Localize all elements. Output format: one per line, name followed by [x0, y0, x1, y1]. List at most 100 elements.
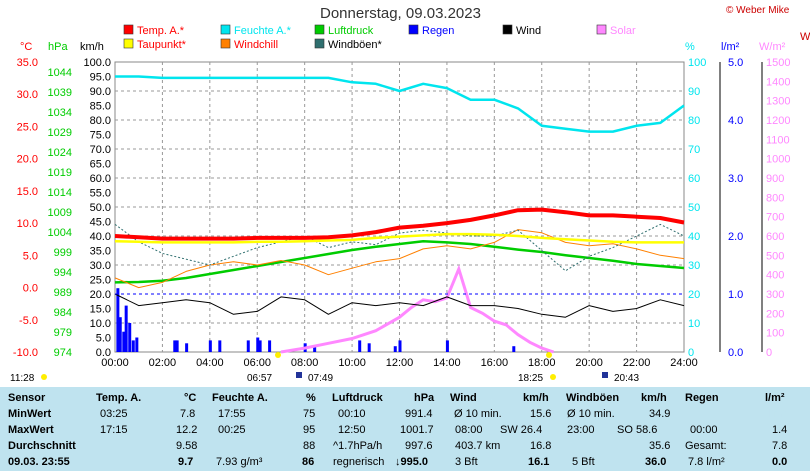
x-tick-label: 08:00	[291, 357, 319, 369]
solar-axis-tick: 900	[766, 173, 784, 185]
page-title: Donnerstag, 09.03.2023	[320, 5, 481, 22]
hdr-wind-unit: km/h	[523, 392, 549, 404]
x-tick-label: 16:00	[481, 357, 509, 369]
wind-axis-tick: 60.0	[90, 173, 111, 185]
solar-axis-tick: 300	[766, 289, 784, 301]
pressure-axis-tick: 979	[54, 327, 72, 339]
stat-cell: l/m²	[768, 408, 787, 420]
stat-cell: 7.8 l/m²	[688, 456, 725, 468]
sun-icon	[275, 352, 281, 358]
x-tick-label: 18:00	[528, 357, 556, 369]
rain-bar	[445, 340, 449, 352]
hdr-humidity: Feuchte A.	[212, 392, 268, 404]
rain-bar	[173, 340, 177, 352]
rain-bar	[258, 340, 262, 352]
x-tick-label: 24:00	[670, 357, 698, 369]
series-line-taupunkt	[114, 232, 684, 244]
stat-cell: 1001.7	[400, 424, 434, 436]
stat-cell: 03:25	[100, 408, 128, 420]
hdr-rain-unit: l/m²	[765, 392, 785, 404]
solar-axis-tick: 1400	[766, 76, 790, 88]
wind-axis-tick: 35.0	[90, 246, 111, 258]
humidity-axis-tick: 50	[688, 202, 700, 214]
statistics-table: Sensor Temp. A. °C Feuchte A. % Luftdruc…	[0, 387, 810, 471]
solar-axis-tick: 0	[766, 347, 772, 359]
solar-axis-tick: 400	[766, 270, 784, 282]
rain-axis-tick: 0.0	[728, 347, 743, 359]
temp-axis-tick: 15.0	[17, 186, 38, 198]
humidity-axis-unit: %	[685, 41, 695, 53]
stat-cell: 991.4	[405, 408, 433, 420]
row-min-label: MinWert	[8, 408, 52, 420]
hdr-pressure: Luftdruck	[332, 392, 383, 404]
pressure-axis-tick: 1039	[48, 87, 72, 99]
wind-axis-tick: 5.0	[96, 333, 111, 345]
legend-swatch	[596, 24, 607, 35]
series-line-temp-a	[114, 207, 685, 241]
temp-axis-tick: 20.0	[17, 154, 38, 166]
rain-bar	[118, 317, 122, 352]
hdr-gust-unit: km/h	[641, 392, 667, 404]
wind-axis-tick: 15.0	[90, 304, 111, 316]
stat-cell: 3 Bft	[455, 456, 478, 468]
rain-bar	[218, 340, 222, 352]
stat-cell: 17:15	[100, 424, 128, 436]
legend-label: Windchill	[234, 39, 278, 51]
stat-cell: 9.7	[178, 456, 194, 468]
rain-bar	[208, 340, 212, 352]
row-max-label: MaxWert	[8, 424, 54, 436]
legend-swatch	[123, 24, 134, 35]
x-tick-label: 10:00	[338, 357, 366, 369]
solar-axis-tick: 1000	[766, 154, 790, 166]
stat-cell: 35.6	[649, 440, 671, 452]
copyright[interactable]: © Weber Mike	[726, 5, 790, 16]
pressure-axis-tick: 1029	[48, 127, 72, 139]
rain-bar	[358, 340, 362, 352]
rain-axis-tick: 4.0	[728, 115, 743, 127]
temp-axis-unit: °C	[20, 41, 32, 53]
hdr-wind: Wind	[450, 392, 477, 404]
pressure-axis-tick: 1024	[48, 147, 72, 159]
solar-axis-tick: 1100	[766, 134, 790, 146]
rain-bar	[367, 343, 371, 352]
x-tick-label: 04:00	[196, 357, 224, 369]
wind-axis-tick: 90.0	[90, 86, 111, 98]
solar-axis-tick: 200	[766, 308, 784, 320]
humidity-axis-tick: 10	[688, 318, 700, 330]
x-tick-label: 14:00	[433, 357, 461, 369]
rain-bar	[185, 343, 189, 352]
x-tick-label: 02:00	[149, 357, 177, 369]
humidity-axis-tick: 80	[688, 115, 700, 127]
rain-axis-tick: 5.0	[728, 57, 743, 69]
rain-bar	[256, 337, 260, 352]
sun-icon	[546, 352, 552, 358]
stat-cell: SW 26.4	[500, 424, 543, 436]
stat-cell: 17:55	[218, 408, 246, 420]
stat-cell: 36.0	[645, 456, 667, 468]
x-tick-label: 12:00	[386, 357, 414, 369]
stat-cell: Gesamt:	[685, 440, 727, 452]
hdr-rain: Regen	[685, 392, 719, 404]
stat-cell: 997.6	[405, 440, 433, 452]
stat-cell: 16.8	[530, 440, 552, 452]
series-line-windb-en	[114, 223, 685, 272]
solar-axis-tick: 700	[766, 212, 784, 224]
wind-axis-tick: 40.0	[90, 231, 111, 243]
stat-cell: 5 Bft	[572, 456, 595, 468]
pressure-axis-tick: 984	[54, 307, 72, 319]
legend-label: Windböen*	[328, 39, 383, 51]
legend-swatch	[314, 24, 325, 35]
stat-cell: 12:50	[338, 424, 366, 436]
x-tick-label: 06:00	[243, 357, 271, 369]
wind-axis-tick: 10.0	[90, 318, 111, 330]
stat-cell: 12.2	[176, 424, 198, 436]
rain-bar	[268, 340, 272, 352]
legend-label: Wind	[516, 25, 541, 37]
wind-axis-tick: 80.0	[90, 115, 111, 127]
wind-axis-unit: km/h	[80, 41, 104, 53]
stat-cell: 7.8	[180, 408, 196, 420]
pressure-axis-tick: 1004	[48, 227, 72, 239]
wind-axis-tick: 100.0	[83, 57, 111, 69]
stat-cell: 7.8	[772, 440, 788, 452]
wind-axis-tick: 75.0	[90, 130, 111, 142]
